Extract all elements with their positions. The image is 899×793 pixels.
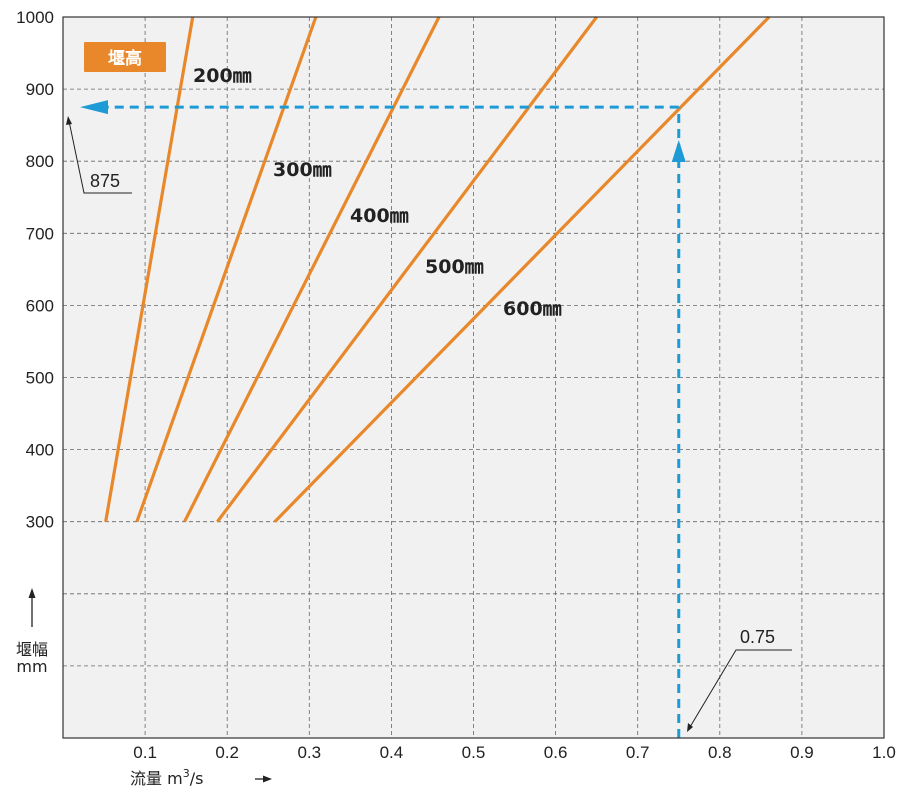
x-tick-label: 0.1 [133,743,157,762]
guide-lines [80,100,686,738]
x-tick-label: 0.2 [215,743,239,762]
y-value-callout: 875 [66,116,132,194]
y-tick-label: 300 [26,513,54,532]
legend-badge-box [84,42,166,72]
legend-badge-text: 堰高 [108,48,142,69]
svg-text:流量 m3/s: 流量 m3/s [130,767,203,788]
x-value-label: 0.75 [740,627,775,647]
legend-badge: 堰高 [84,42,166,72]
x-tick-label: 0.6 [544,743,568,762]
x-axis-title-main: 流量 m [130,769,183,788]
y-tick-label: 900 [26,80,54,99]
curve-labels: 200㎜ 300㎜ 400㎜ 500㎜ 600㎜ [193,65,562,320]
y-tick-label: 700 [26,224,54,243]
series-line [135,16,318,523]
series-label: 500㎜ [425,256,484,278]
y-tick-label: 500 [26,369,54,388]
x-tick-label: 0.4 [380,743,404,762]
y-tick-label: 600 [26,296,54,315]
x-tick-label: 0.9 [790,743,814,762]
series-line [216,16,598,523]
x-tick-label: 0.5 [462,743,486,762]
guide-arrow-left [80,100,108,115]
x-axis-title-tail: /s [190,769,204,788]
y-axis-title-line1: 堰幅 [16,640,48,659]
series-label: 600㎜ [503,298,562,320]
y-axis-title: 堰幅 mm [16,588,48,676]
guide-arrow-up [671,140,686,162]
y-tick-labels: 300 400 500 600 700 800 900 1000 [16,8,54,532]
x-tick-label: 1.0 [872,743,896,762]
series-line [183,16,441,523]
series-line [104,16,195,522]
x-tick-label: 0.7 [626,743,650,762]
series-label: 300㎜ [273,159,332,181]
y-axis-title-line2: mm [16,657,47,676]
x-tick-label: 0.3 [297,743,321,762]
x-tick-label: 0.8 [708,743,732,762]
y-value-label: 875 [90,171,120,191]
series-line [273,15,771,523]
grid-lines [63,17,884,738]
x-axis-title: 流量 m3/s [130,767,272,788]
series-label: 400㎜ [350,205,409,227]
x-value-callout: 0.75 [687,627,792,732]
series-label: 200㎜ [193,65,252,87]
y-tick-label: 800 [26,152,54,171]
x-tick-labels: 0.1 0.2 0.3 0.4 0.5 0.6 0.7 0.8 0.9 1.0 [133,743,896,762]
y-tick-label: 400 [26,441,54,460]
x-axis-title-sup: 3 [183,767,190,780]
plot-frame [62,16,885,739]
series-group [104,15,771,523]
y-tick-label: 1000 [16,8,54,27]
